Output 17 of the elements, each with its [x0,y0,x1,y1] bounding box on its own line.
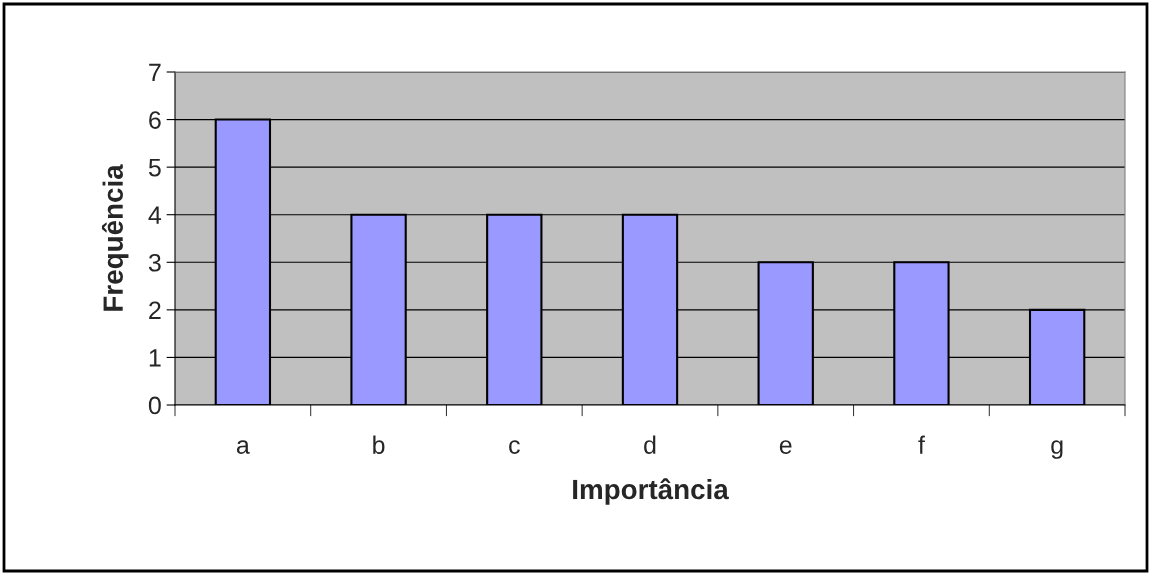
y-tick-label: 5 [148,159,161,177]
y-tick-label: 1 [149,349,161,367]
x-tick-label: e [779,440,792,454]
x-tick-label: b [373,435,385,454]
x-tick-label: f [918,435,925,454]
y-axis-title: Frequência [101,164,129,311]
x-tick-label: d [644,435,656,454]
x-axis-title: Importância [573,478,729,505]
y-tick-label: 7 [149,63,161,82]
y-tick-label: 6 [149,111,161,129]
y-tick-label: 4 [148,206,162,224]
y-tick-label: 2 [149,301,161,319]
y-tick-label: 3 [148,253,161,272]
x-tick-label: c [509,440,520,454]
x-tick-label: g [1051,440,1063,459]
x-tick-label: a [236,440,250,454]
y-tick-label: 0 [148,396,161,415]
